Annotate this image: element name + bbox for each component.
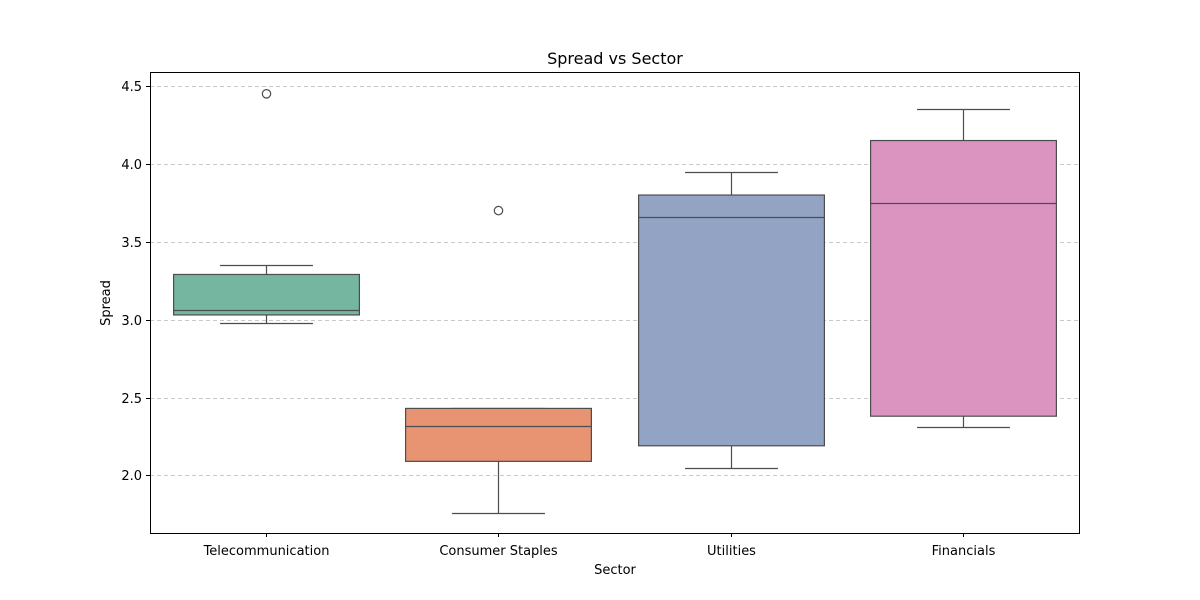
box-group [869,108,1057,429]
y-axis: 2.0 2.5 3.0 3.5 4.0 4.5 [121,80,150,484]
boxes-layer [173,89,1057,515]
y-axis-title: Spread [99,280,114,326]
x-tick-label: Financials [932,544,996,559]
x-tick-label: Consumer Staples [439,544,558,559]
box-iqr [637,194,825,447]
x-tick-label: Utilities [707,544,756,559]
y-tick-label: 2.0 [121,469,142,484]
y-tick-label: 2.5 [121,392,142,407]
box-iqr [869,139,1057,417]
y-tick-label: 4.0 [121,158,142,173]
y-tick-label: 3.5 [121,236,142,251]
chart-title: Spread vs Sector [547,49,683,68]
plot-area-frame [150,72,1080,534]
x-axis-title: Sector [594,563,636,578]
outlier-point [261,89,272,99]
grid-layer [150,86,1079,476]
y-tick-label: 4.5 [121,80,142,95]
box-group [405,205,593,515]
box-iqr [173,273,361,316]
box-iqr [405,407,593,462]
x-axis: Telecommunication Consumer Staples Utiliti… [203,533,996,559]
box-group [637,171,825,470]
x-tick-label: Telecommunication [203,544,330,559]
y-tick-label: 3.0 [121,314,142,329]
outlier-point [493,205,504,216]
box-group [173,89,361,325]
